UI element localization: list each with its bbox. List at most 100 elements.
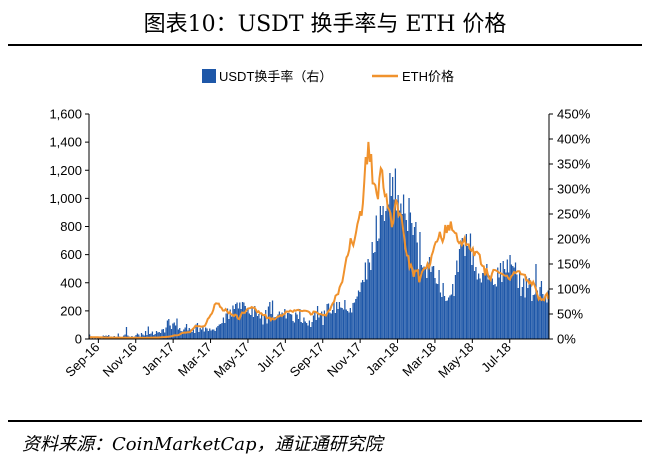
turnover-bar — [417, 269, 420, 339]
turnover-bar — [407, 231, 409, 339]
turnover-bar — [512, 266, 514, 339]
turnover-bar — [306, 323, 308, 339]
turnover-bar — [387, 204, 390, 339]
turnover-bar — [301, 323, 304, 339]
turnover-bar — [385, 211, 387, 339]
turnover-bar — [405, 220, 407, 339]
left-tick-label: 1,400 — [49, 135, 82, 150]
turnover-bar — [217, 326, 219, 339]
turnover-bar — [517, 288, 519, 339]
turnover-bar — [531, 301, 533, 339]
right-tick-label: 250% — [557, 207, 591, 222]
right-tick-label: 50% — [557, 307, 583, 322]
turnover-bar — [285, 318, 287, 339]
turnover-bar — [172, 323, 174, 339]
turnover-bar — [370, 270, 372, 339]
turnover-bar — [194, 333, 196, 339]
x-tick-label: Sep-17 — [287, 340, 327, 380]
turnover-bar — [360, 282, 362, 339]
turnover-bar — [233, 309, 235, 339]
turnover-bar — [498, 277, 500, 339]
turnover-bar — [336, 302, 338, 339]
turnover-bar — [256, 316, 259, 339]
x-tick-label: May-17 — [211, 340, 252, 381]
turnover-bar — [237, 308, 240, 339]
turnover-bar — [378, 238, 380, 339]
chart-title: 图表10：USDT 换手率与 ETH 价格 — [143, 12, 507, 37]
turnover-bar — [502, 261, 504, 339]
turnover-bar — [516, 274, 518, 339]
left-tick-label: 600 — [60, 247, 82, 262]
eth-price-line — [89, 141, 550, 339]
turnover-bar — [250, 315, 252, 339]
turnover-bar — [247, 309, 249, 339]
turnover-bar — [539, 287, 541, 339]
turnover-bar — [191, 332, 193, 339]
turnover-bar — [235, 304, 237, 339]
turnover-bar — [461, 238, 463, 339]
turnover-bar — [443, 296, 446, 339]
turnover-bar — [338, 302, 341, 339]
turnover-bar — [183, 329, 185, 339]
turnover-bar — [266, 323, 268, 339]
turnover-bar — [232, 305, 234, 339]
turnover-bar — [379, 206, 381, 339]
turnover-bar — [529, 283, 532, 339]
turnover-bar — [138, 334, 140, 339]
turnover-bar — [326, 304, 328, 339]
turnover-bar — [415, 222, 417, 339]
turnover-bar — [374, 252, 376, 339]
turnover-bar — [333, 300, 335, 339]
turnover-bar — [181, 331, 184, 339]
turnover-bar — [157, 332, 159, 339]
turnover-bar — [442, 283, 444, 339]
turnover-bar — [476, 279, 478, 339]
turnover-bar — [471, 265, 473, 339]
turnover-bar — [224, 323, 226, 339]
turnover-bar — [355, 299, 357, 339]
turnover-bar — [520, 296, 522, 339]
turnover-bar — [166, 320, 169, 339]
left-tick-label: 1,000 — [49, 191, 82, 206]
turnover-bar — [286, 313, 289, 339]
turnover-bar — [540, 281, 543, 339]
turnover-bar — [321, 311, 323, 339]
turnover-bar — [299, 309, 301, 339]
turnover-bar — [437, 284, 439, 339]
turnover-bar — [89, 334, 91, 339]
turnover-bar — [334, 313, 336, 339]
source-note: 资料来源：CoinMarketCap，通证通研究院 — [22, 434, 383, 455]
turnover-bar — [508, 272, 510, 339]
turnover-bar — [288, 313, 290, 339]
turnover-bar — [446, 300, 448, 339]
right-tick-label: 450% — [557, 107, 591, 122]
turnover-bar — [527, 288, 529, 339]
turnover-bar — [430, 272, 432, 339]
turnover-bar — [311, 322, 313, 339]
turnover-bar — [413, 227, 416, 339]
right-tick-label: 200% — [557, 232, 591, 247]
turnover-bar — [136, 333, 139, 339]
dual-axis-chart: USDT换手率（右） ETH价格 0 200 400 600 800 1,000 1,200… — [49, 69, 591, 381]
turnover-bar — [473, 271, 476, 339]
turnover-bar — [412, 235, 414, 339]
turnover-bar — [513, 267, 515, 339]
turnover-bar — [218, 324, 220, 339]
turnover-bar — [491, 278, 493, 339]
turnover-bar — [190, 329, 192, 339]
turnover-bar — [478, 273, 480, 339]
turnover-bar — [195, 324, 197, 339]
turnover-bar — [469, 233, 472, 339]
turnover-bar — [486, 264, 488, 339]
turnover-bar — [424, 269, 427, 339]
turnover-bar — [397, 195, 399, 339]
turnover-bar — [480, 282, 483, 339]
turnover-bar — [356, 296, 358, 339]
turnover-bar — [348, 312, 350, 339]
turnover-bar — [265, 310, 267, 339]
turnover-bar — [518, 272, 521, 339]
turnover-bar — [340, 307, 342, 339]
turnover-bar — [479, 278, 481, 339]
turnover-bar — [180, 331, 182, 339]
turnover-bar — [259, 318, 261, 339]
